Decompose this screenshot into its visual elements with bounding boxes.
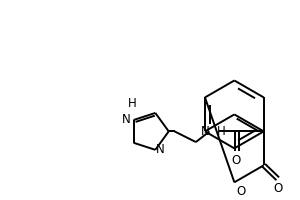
Text: O: O (273, 182, 282, 195)
Text: O: O (231, 154, 240, 167)
Text: N: N (122, 113, 131, 126)
Text: O: O (236, 185, 245, 198)
Text: N: N (156, 143, 165, 156)
Text: H: H (128, 97, 137, 110)
Text: N: N (201, 125, 209, 138)
Text: H: H (217, 125, 226, 138)
